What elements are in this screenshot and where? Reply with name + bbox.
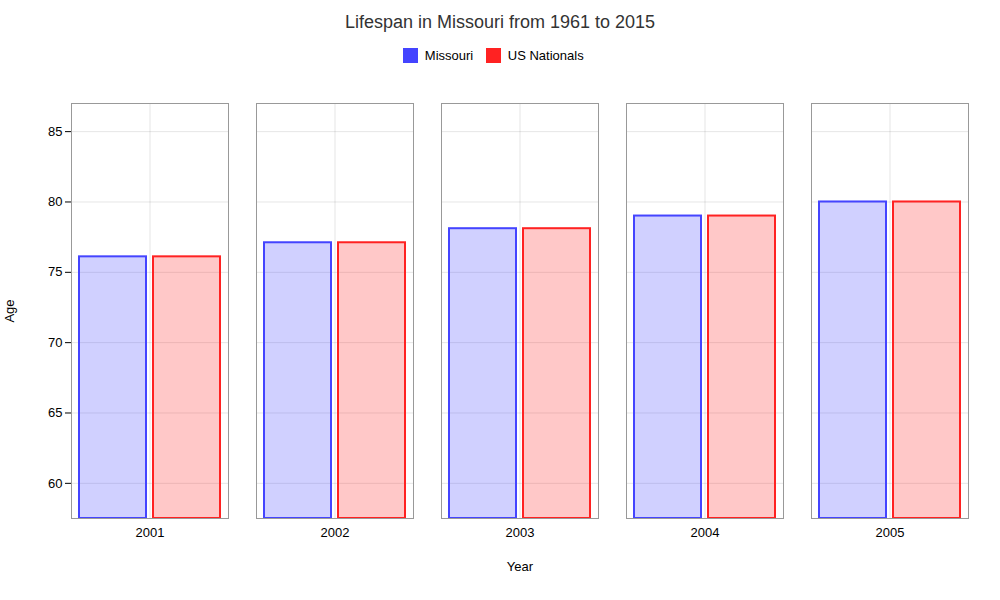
svg-text:2004: 2004 xyxy=(691,524,720,539)
svg-text:65: 65 xyxy=(48,405,62,420)
svg-text:80: 80 xyxy=(48,194,62,209)
svg-text:75: 75 xyxy=(48,264,62,279)
svg-text:Age: Age xyxy=(2,299,17,322)
svg-text:60: 60 xyxy=(48,475,62,490)
svg-text:2002: 2002 xyxy=(321,524,350,539)
svg-text:2003: 2003 xyxy=(506,524,535,539)
html-text:US Nationals: US Nationals xyxy=(507,48,584,63)
svg-text:2005: 2005 xyxy=(876,524,905,539)
html-text:Lifespan in Missouri from 1961: Lifespan in Missouri from 1961 to 2015 xyxy=(344,12,656,32)
html-text:Missouri: Missouri xyxy=(424,48,474,63)
svg-text:Year: Year xyxy=(507,558,534,573)
svg-text:70: 70 xyxy=(48,334,62,349)
svg-text:2001: 2001 xyxy=(136,524,165,539)
svg-text:85: 85 xyxy=(48,123,62,138)
